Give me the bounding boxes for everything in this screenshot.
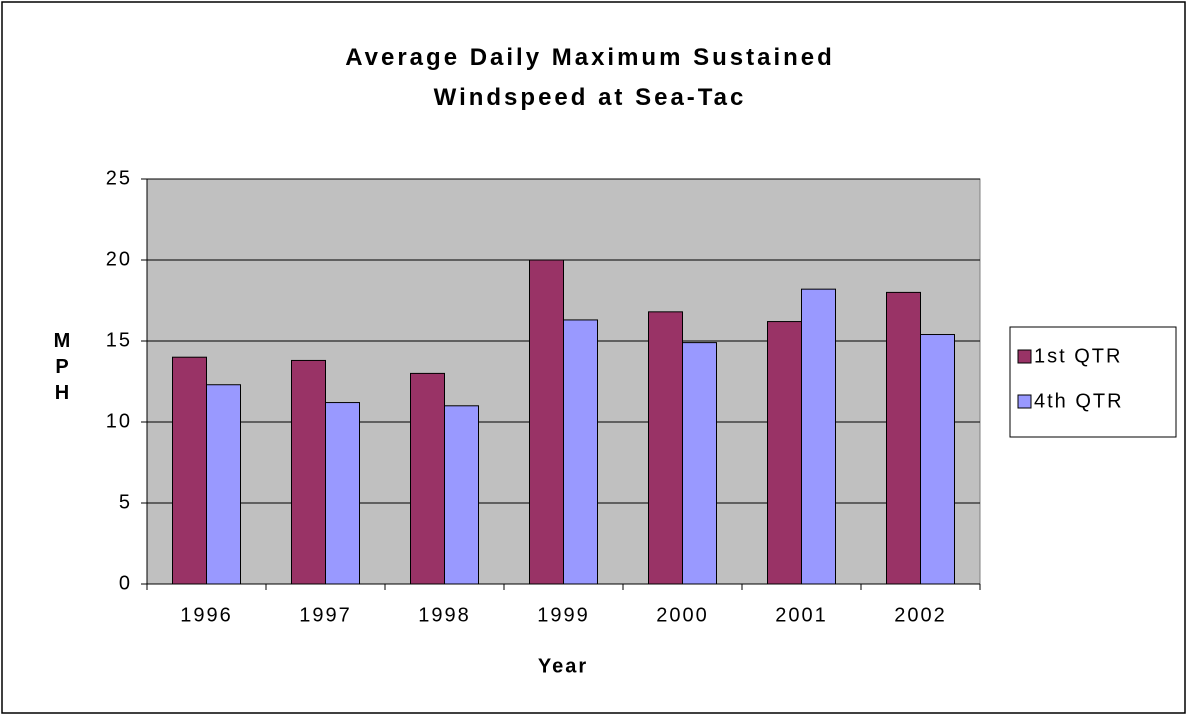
x-tick-label: 1999 [537, 604, 590, 626]
y-tick-label: 15 [106, 329, 132, 351]
bar [682, 342, 717, 585]
legend-box [1009, 326, 1177, 438]
y-tick-label: 20 [106, 248, 132, 270]
bar [325, 402, 360, 585]
y-axis-label: MPH [51, 330, 73, 408]
bar [648, 311, 683, 585]
bar [444, 405, 479, 585]
chart-title: Average Daily Maximum Sustained Windspee… [345, 44, 835, 111]
x-tick-label: 2002 [894, 604, 947, 626]
bar [563, 319, 598, 585]
legend-swatch [1017, 394, 1032, 409]
bar [920, 334, 955, 585]
legend-label: 4th QTR [1034, 390, 1124, 412]
x-tick-label: 1996 [180, 604, 233, 626]
x-tick-label: 1998 [418, 604, 471, 626]
bar [801, 288, 836, 585]
bar [206, 384, 241, 585]
y-tick-label: 25 [106, 167, 132, 189]
bar [529, 259, 564, 585]
x-tick-label: 1997 [299, 604, 352, 626]
bar [291, 359, 326, 585]
bar [767, 321, 802, 585]
y-tick-label: 10 [106, 410, 132, 432]
bar [172, 356, 207, 585]
y-tick-label: 0 [119, 572, 132, 594]
x-tick-label: 2001 [775, 604, 828, 626]
x-tick-label: 2000 [656, 604, 709, 626]
y-tick-label: 5 [119, 491, 132, 513]
legend-label: 1st QTR [1034, 345, 1122, 367]
x-axis-label: Year [538, 655, 588, 677]
bar [886, 291, 921, 585]
bar [410, 372, 445, 585]
legend-swatch [1017, 349, 1032, 364]
